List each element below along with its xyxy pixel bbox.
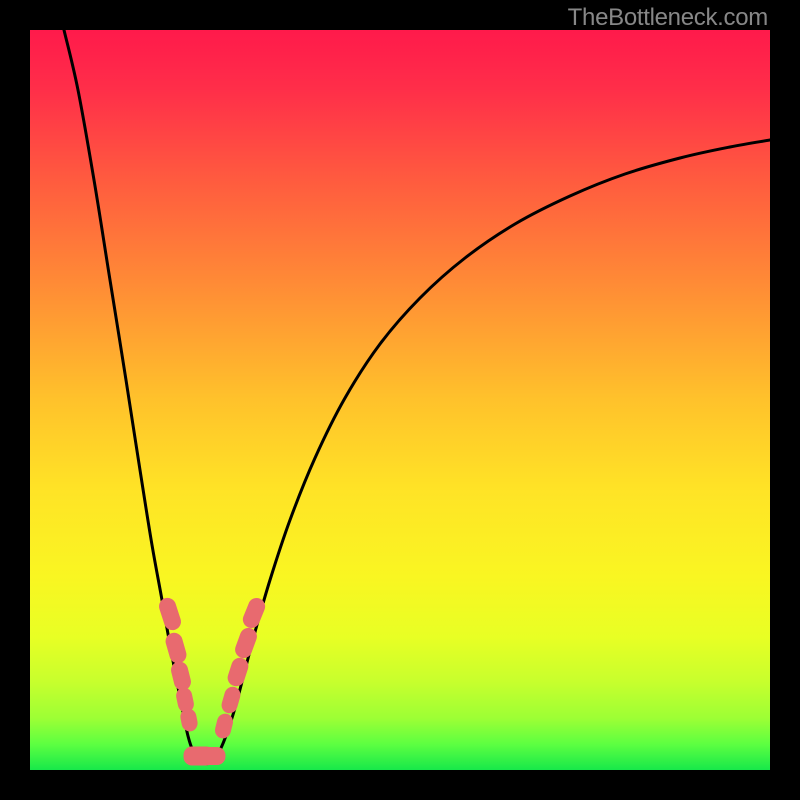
plot-gradient-area	[30, 30, 770, 770]
watermark-label: TheBottleneck.com	[568, 4, 768, 32]
chart-canvas: TheBottleneck.com	[0, 0, 800, 800]
